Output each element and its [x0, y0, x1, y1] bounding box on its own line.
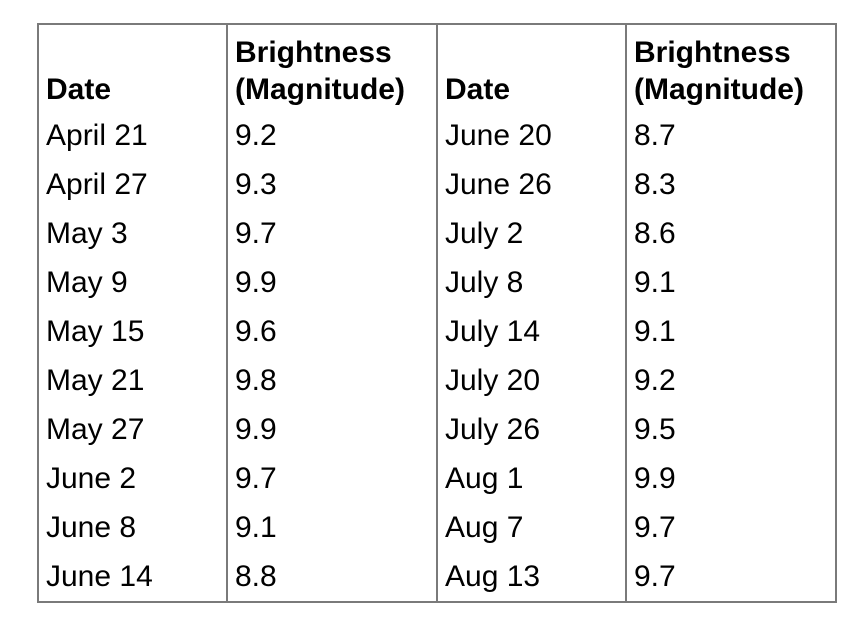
table-row: June 14 8.8 Aug 13 9.7	[37, 552, 837, 602]
table-row: May 3 9.7 July 2 8.6	[37, 209, 837, 258]
cell-date-right: June 20	[436, 111, 627, 160]
header-brightness-right-line2: (Magnitude)	[634, 73, 804, 106]
table-body: April 21 9.2 June 20 8.7 April 27 9.3 June 26 8…	[37, 111, 837, 602]
brightness-table: Date Brightness (Magnitude) Date Brightn…	[37, 23, 837, 603]
header-date-right: Date	[436, 24, 627, 111]
cell-brightness-right: 9.1	[625, 258, 837, 307]
cell-date-right: Aug 7	[436, 503, 627, 552]
cell-brightness-right: 9.7	[625, 503, 837, 552]
cell-brightness-left: 9.7	[226, 209, 438, 258]
cell-brightness-right: 8.3	[625, 160, 837, 209]
cell-brightness-left: 9.3	[226, 160, 438, 209]
cell-date-right: Aug 13	[436, 552, 627, 602]
cell-date-left: June 14	[37, 552, 228, 602]
cell-brightness-left: 9.9	[226, 405, 438, 454]
cell-date-left: April 27	[37, 160, 228, 209]
table-row: June 8 9.1 Aug 7 9.7	[37, 503, 837, 552]
cell-brightness-right: 9.1	[625, 307, 837, 356]
cell-brightness-left: 8.8	[226, 552, 438, 602]
header-date-left: Date	[37, 24, 228, 111]
cell-date-right: July 14	[436, 307, 627, 356]
cell-date-left: May 27	[37, 405, 228, 454]
cell-date-right: July 26	[436, 405, 627, 454]
cell-brightness-right: 8.7	[625, 111, 837, 160]
cell-brightness-left: 9.8	[226, 356, 438, 405]
cell-date-right: July 20	[436, 356, 627, 405]
table-row: April 27 9.3 June 26 8.3	[37, 160, 837, 209]
cell-brightness-left: 9.6	[226, 307, 438, 356]
cell-date-left: May 3	[37, 209, 228, 258]
cell-date-left: June 8	[37, 503, 228, 552]
cell-date-left: May 9	[37, 258, 228, 307]
cell-brightness-left: 9.9	[226, 258, 438, 307]
header-brightness-left-line1: Brightness	[235, 36, 392, 69]
table-row: May 21 9.8 July 20 9.2	[37, 356, 837, 405]
cell-date-left: June 2	[37, 454, 228, 503]
cell-brightness-right: 9.5	[625, 405, 837, 454]
table-row: June 2 9.7 Aug 1 9.9	[37, 454, 837, 503]
table-row: May 27 9.9 July 26 9.5	[37, 405, 837, 454]
table-row: May 9 9.9 July 8 9.1	[37, 258, 837, 307]
cell-date-right: July 8	[436, 258, 627, 307]
header-date-left-label: Date	[46, 73, 112, 106]
cell-brightness-left: 9.7	[226, 454, 438, 503]
cell-date-right: June 26	[436, 160, 627, 209]
cell-date-right: Aug 1	[436, 454, 627, 503]
table-header-row: Date Brightness (Magnitude) Date Brightn…	[37, 24, 837, 111]
cell-brightness-right: 8.6	[625, 209, 837, 258]
header-brightness-left-line2: (Magnitude)	[235, 73, 405, 106]
table-row: May 15 9.6 July 14 9.1	[37, 307, 837, 356]
cell-brightness-left: 9.1	[226, 503, 438, 552]
cell-brightness-left: 9.2	[226, 111, 438, 160]
brightness-table-container: Date Brightness (Magnitude) Date Brightn…	[37, 23, 837, 603]
cell-date-left: April 21	[37, 111, 228, 160]
cell-date-right: July 2	[436, 209, 627, 258]
cell-brightness-right: 9.9	[625, 454, 837, 503]
header-brightness-right: Brightness (Magnitude)	[625, 24, 837, 111]
cell-brightness-right: 9.2	[625, 356, 837, 405]
cell-brightness-right: 9.7	[625, 552, 837, 602]
header-brightness-right-line1: Brightness	[634, 36, 791, 69]
cell-date-left: May 15	[37, 307, 228, 356]
table-row: April 21 9.2 June 20 8.7	[37, 111, 837, 160]
cell-date-left: May 21	[37, 356, 228, 405]
header-brightness-left: Brightness (Magnitude)	[226, 24, 438, 111]
header-date-right-label: Date	[445, 73, 511, 106]
